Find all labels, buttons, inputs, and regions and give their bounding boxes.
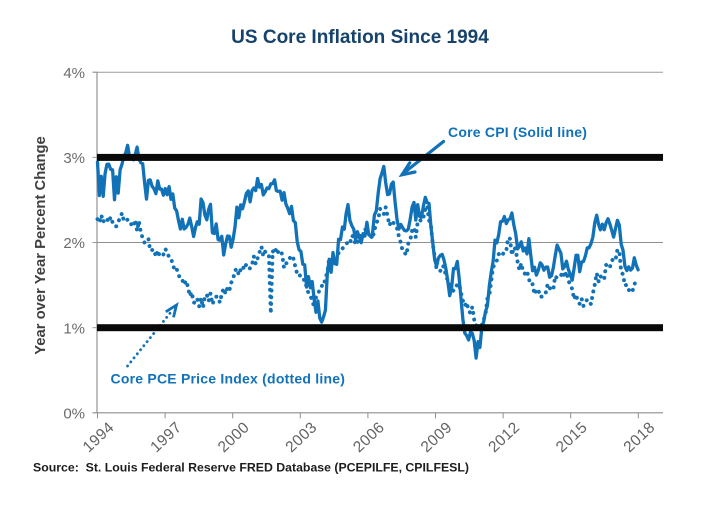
svg-text:Core PCE Price Index (dotted l: Core PCE Price Index (dotted line) — [111, 371, 346, 387]
svg-text:Year over Year Percent Change: Year over Year Percent Change — [33, 136, 49, 355]
svg-text:2%: 2% — [63, 235, 85, 252]
svg-text:4%: 4% — [63, 65, 85, 82]
svg-text:Core CPI (Solid line): Core CPI (Solid line) — [448, 124, 587, 140]
svg-text:3%: 3% — [63, 150, 85, 167]
svg-text:1%: 1% — [63, 320, 85, 337]
svg-text:US Core Inflation Since 1994: US Core Inflation Since 1994 — [231, 27, 489, 48]
svg-text:Source: St. Louis Federal Res: Source: St. Louis Federal Reserve FRED D… — [33, 461, 469, 475]
svg-text:0%: 0% — [63, 405, 85, 422]
